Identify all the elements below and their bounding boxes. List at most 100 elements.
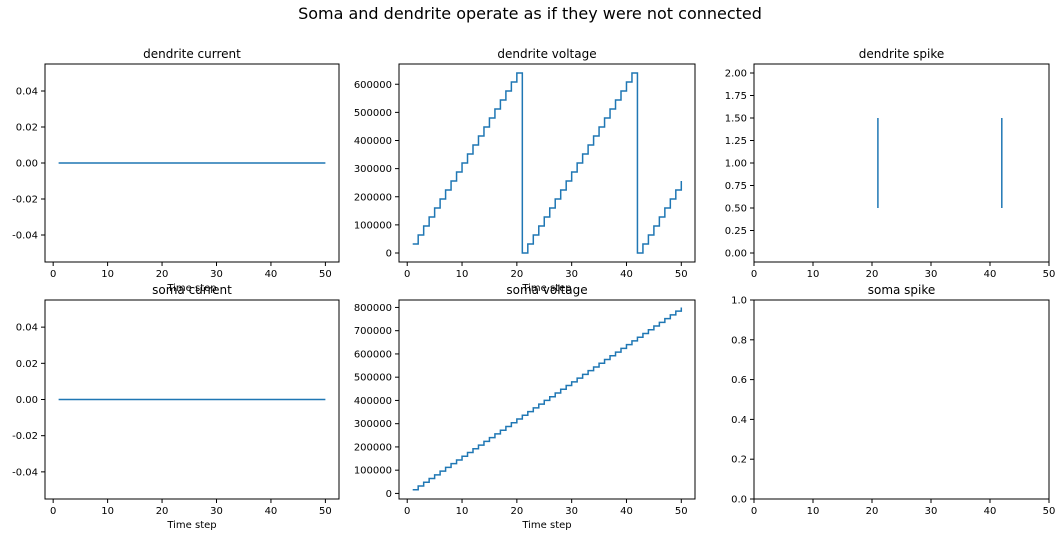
x-tick-label: 30: [925, 506, 938, 517]
x-tick-label: 30: [925, 269, 938, 280]
y-tick-label: 0.50: [725, 204, 747, 215]
x-tick-label: 10: [807, 506, 820, 517]
x-tick-label: 50: [1043, 506, 1056, 517]
y-tick-label: 0.2: [731, 455, 747, 466]
y-tick-label: 200000: [354, 192, 392, 203]
axes-frame: [753, 63, 1050, 263]
x-tick-label: 0: [404, 506, 410, 517]
x-tick-label: 0: [751, 506, 757, 517]
x-tick-label: 10: [101, 506, 114, 517]
subplot-dendrite-current: dendrite current 0 10 20 30 40 50 -0.04 -0.02 0.0…: [12, 47, 340, 294]
y-tick-label: 0.00: [16, 159, 38, 170]
y-tick-label: 200000: [354, 442, 392, 453]
subplot-title: dendrite voltage: [497, 47, 596, 61]
y-tick-label: 1.50: [725, 114, 747, 125]
subplot-title: soma voltage: [506, 283, 587, 297]
x-tick-label: 40: [984, 506, 997, 517]
x-axis-label: Time step: [166, 283, 216, 294]
x-tick-label: 0: [404, 269, 410, 280]
figure-title: Soma and dendrite operate as if they wer…: [298, 4, 762, 23]
y-tick-label: 400000: [354, 136, 392, 147]
x-axis-label: Time step: [166, 520, 216, 531]
y-tick-label: 800000: [354, 303, 392, 314]
y-tick-label: 1.75: [725, 91, 747, 102]
x-tick-label: 20: [156, 269, 169, 280]
x-tick-label: 40: [620, 269, 633, 280]
x-tick-label: 30: [565, 506, 578, 517]
x-tick-label: 40: [620, 506, 633, 517]
series-line: [412, 307, 683, 491]
y-tick-label: -0.04: [12, 467, 38, 478]
y-tick-label: -0.02: [12, 431, 38, 442]
x-tick-label: 20: [866, 269, 879, 280]
y-tick-label: 100000: [354, 220, 392, 231]
axes-frame: [398, 63, 696, 263]
axes-frame: [753, 299, 1050, 500]
y-tick-label: 2.00: [725, 69, 747, 80]
subplot-dendrite-voltage: dendrite voltage 0 10 20 30 40 50 0 100000 200000…: [354, 47, 696, 294]
x-axis-label: Time step: [521, 283, 571, 294]
y-tick-label: 600000: [354, 80, 392, 91]
x-tick-label: 40: [984, 269, 997, 280]
y-tick-label: 0.02: [16, 123, 38, 134]
y-tick-label: 300000: [354, 164, 392, 175]
x-tick-label: 0: [50, 269, 56, 280]
y-tick-label: 0.04: [16, 87, 38, 98]
x-tick-label: 0: [50, 506, 56, 517]
y-tick-label: 500000: [354, 108, 392, 119]
y-tick-label: 0.8: [731, 335, 747, 346]
x-tick-label: 40: [265, 269, 278, 280]
x-tick-label: 20: [156, 506, 169, 517]
y-tick-label: 0.00: [16, 395, 38, 406]
x-tick-label: 50: [675, 506, 688, 517]
subplot-title: dendrite current: [143, 47, 241, 61]
subplot-title: soma spike: [868, 283, 936, 297]
x-tick-label: 10: [456, 269, 469, 280]
y-tick-label: 0.02: [16, 359, 38, 370]
x-tick-label: 30: [210, 269, 223, 280]
x-tick-label: 10: [101, 269, 114, 280]
subplot-dendrite-spike: dendrite spike 0 10 20 30 40 50 0.00 0.25 0.50 0.7…: [725, 47, 1056, 280]
subplot-title: soma current: [152, 283, 232, 297]
y-tick-label: 1.00: [725, 159, 747, 170]
y-tick-label: 0.04: [16, 323, 38, 334]
subplot-title: dendrite spike: [859, 47, 945, 61]
x-tick-label: 10: [807, 269, 820, 280]
x-tick-label: 20: [510, 269, 523, 280]
y-tick-label: 100000: [354, 466, 392, 477]
x-tick-label: 50: [1043, 269, 1056, 280]
x-axis-label: Time step: [521, 520, 571, 531]
y-tick-label: 1.0: [731, 296, 747, 307]
y-tick-label: 0.4: [731, 415, 747, 426]
x-tick-label: 30: [565, 269, 578, 280]
y-tick-label: 700000: [354, 326, 392, 337]
series-line: [412, 72, 683, 254]
y-tick-label: 1.25: [725, 136, 747, 147]
x-tick-label: 50: [319, 506, 332, 517]
y-tick-label: -0.04: [12, 231, 38, 242]
x-tick-label: 0: [751, 269, 757, 280]
y-tick-label: 600000: [354, 349, 392, 360]
y-tick-label: -0.02: [12, 195, 38, 206]
x-tick-label: 20: [510, 506, 523, 517]
y-tick-label: 400000: [354, 396, 392, 407]
axes-frame: [398, 299, 696, 500]
y-tick-label: 0.75: [725, 181, 747, 192]
y-tick-label: 0.6: [731, 375, 747, 386]
y-tick-label: 0: [386, 489, 392, 500]
x-tick-label: 20: [866, 506, 879, 517]
y-tick-label: 0: [386, 249, 392, 260]
y-tick-label: 500000: [354, 373, 392, 384]
x-tick-label: 10: [456, 506, 469, 517]
y-tick-label: 0.25: [725, 226, 747, 237]
y-tick-label: 0.00: [725, 249, 747, 260]
x-tick-label: 50: [675, 269, 688, 280]
subplot-soma-voltage: soma voltage 0 10 20 30 40 50 0 100000 200000 3000…: [354, 283, 696, 531]
x-tick-label: 40: [265, 506, 278, 517]
y-tick-label: 0.0: [731, 495, 747, 506]
subplot-soma-spike: soma spike 0 10 20 30 40 50 0.0 0.2 0.4 0.6 0.8 1.0: [731, 283, 1055, 517]
x-tick-label: 30: [210, 506, 223, 517]
subplot-soma-current: soma current 0 10 20 30 40 50 -0.04 -0.02 0.00 0.0…: [12, 283, 340, 531]
x-tick-label: 50: [319, 269, 332, 280]
